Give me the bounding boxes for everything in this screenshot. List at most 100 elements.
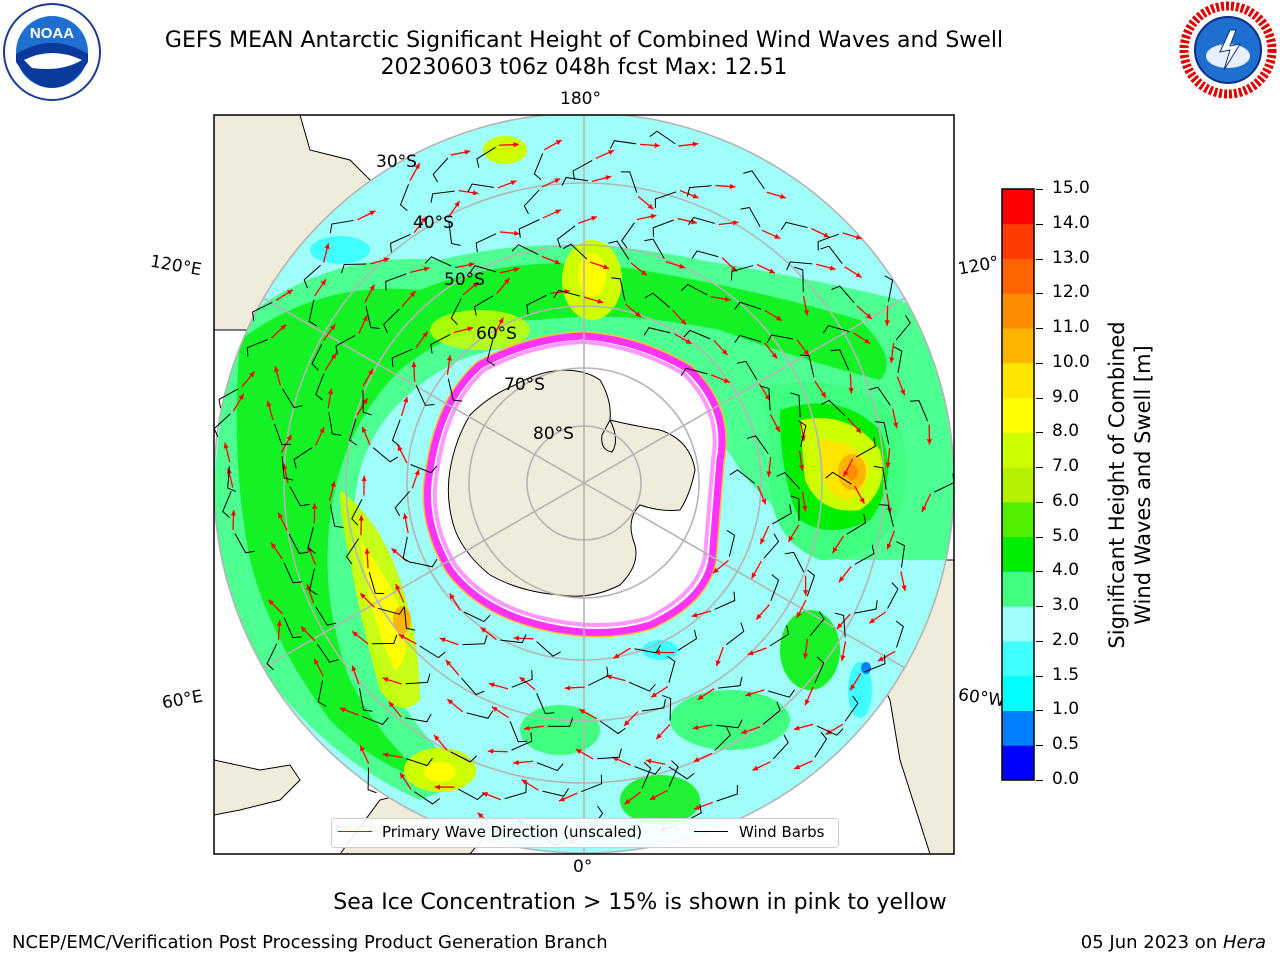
colorbar-tick-mark bbox=[1036, 640, 1043, 642]
wave-arrow-head bbox=[280, 324, 287, 331]
wind-barb bbox=[799, 354, 815, 378]
colorbar-tick-mark bbox=[1036, 571, 1043, 573]
wave-arrow-head bbox=[603, 264, 609, 270]
wave-arrow-head bbox=[900, 389, 906, 396]
lon-label-120w: 120° bbox=[956, 252, 1001, 280]
wave-arrow-head bbox=[712, 567, 719, 574]
wind-barb bbox=[359, 688, 373, 712]
wind-barb bbox=[814, 656, 825, 684]
wave-arrow-head bbox=[230, 510, 237, 516]
wind-barb bbox=[561, 176, 588, 186]
wave-arrow-head bbox=[848, 387, 854, 394]
wave-arrow-head bbox=[454, 201, 460, 208]
noaa-logo: NOAA bbox=[3, 3, 101, 101]
wave-arrow-head bbox=[523, 725, 530, 731]
wave-arrow-head bbox=[850, 684, 856, 691]
wind-barb bbox=[680, 367, 708, 377]
wind-barb bbox=[467, 183, 494, 193]
wave-arrow-head bbox=[724, 296, 731, 302]
colorbar-tick-label: 14.0 bbox=[1052, 212, 1090, 233]
wind-barb bbox=[769, 625, 790, 647]
lat-label-80s: 80°S bbox=[533, 424, 574, 444]
wave-arrow-head bbox=[391, 548, 398, 554]
wave-arrow-head bbox=[399, 772, 406, 779]
colorbar-tick-mark bbox=[1036, 328, 1043, 330]
colorbar-label-line2: Wind Waves and Swell [m] bbox=[1131, 345, 1155, 625]
wind-barb bbox=[533, 153, 544, 181]
wave-arrow-head bbox=[266, 400, 272, 407]
wave-arrow-head bbox=[498, 317, 504, 324]
wind-barb bbox=[389, 233, 411, 253]
wave-arrow-head bbox=[836, 623, 843, 629]
wind-barb bbox=[654, 191, 677, 208]
map-legend: Primary Wave Direction (unscaled) Wind B… bbox=[331, 818, 839, 848]
lat-label-40s: 40°S bbox=[413, 213, 454, 233]
colorbar-tick-mark bbox=[1036, 397, 1043, 399]
wave-arrow-head bbox=[877, 656, 884, 662]
wind-barb bbox=[329, 504, 344, 528]
wave-arrow-head bbox=[855, 272, 862, 278]
wave-arrow-head bbox=[467, 326, 474, 332]
wind-barb bbox=[281, 456, 294, 481]
wind-barb bbox=[893, 346, 903, 373]
wind-barb bbox=[542, 788, 569, 797]
wave-arrow-head bbox=[654, 142, 661, 148]
wind-barb bbox=[691, 250, 719, 259]
wind-barb bbox=[831, 285, 855, 304]
wind-barb bbox=[315, 606, 337, 626]
wind-barb bbox=[743, 170, 765, 190]
colorbar-tick-label: 11.0 bbox=[1052, 317, 1090, 338]
wave-arrow-head bbox=[901, 585, 907, 592]
wind-barb bbox=[466, 710, 494, 719]
colorbar-swatch bbox=[1002, 675, 1034, 711]
wave-arrow-head bbox=[855, 234, 862, 240]
wave-arrow-head bbox=[351, 665, 357, 672]
wave-arrow-head bbox=[395, 584, 401, 591]
wind-barb bbox=[772, 734, 789, 760]
wave-arrow-head bbox=[286, 289, 293, 295]
wind-barb bbox=[448, 221, 461, 246]
wave-arrow-head bbox=[513, 635, 520, 641]
wind-barb bbox=[768, 689, 795, 698]
wind-barb bbox=[884, 275, 894, 302]
wind-barb bbox=[405, 673, 431, 685]
wind-barb bbox=[335, 335, 356, 355]
wave-arrow-head bbox=[679, 263, 686, 269]
colorbar-tick-label: 1.5 bbox=[1052, 664, 1080, 685]
wave-arrow-head bbox=[314, 658, 320, 665]
colorbar-swatch bbox=[1002, 501, 1034, 538]
wave-arrow-head bbox=[491, 706, 498, 712]
wave-arrow-head bbox=[414, 469, 420, 476]
wind-barb bbox=[382, 308, 400, 333]
wind-barb bbox=[402, 536, 412, 564]
wave-arrow-head bbox=[855, 427, 862, 434]
colorbar-swatch bbox=[1002, 432, 1034, 468]
wind-barb bbox=[473, 295, 494, 316]
wave-arrow-head bbox=[398, 634, 405, 640]
noaa-logo-text: NOAA bbox=[30, 25, 74, 42]
wind-barb bbox=[806, 569, 816, 597]
wave-arrow-head bbox=[829, 265, 836, 271]
wind-barb bbox=[643, 327, 671, 336]
wave-arrow-head bbox=[723, 378, 730, 383]
wind-barb bbox=[786, 261, 813, 271]
wind-barb bbox=[662, 694, 672, 721]
wave-arrow-head bbox=[362, 398, 368, 405]
colorbar-tick-mark bbox=[1036, 606, 1043, 608]
colorbar-tick-mark bbox=[1036, 432, 1043, 434]
wind-barb bbox=[450, 298, 462, 325]
wind-barb bbox=[816, 725, 844, 736]
wave-arrow-head bbox=[889, 357, 895, 363]
wind-barb bbox=[526, 294, 547, 315]
wave-arrow-head bbox=[692, 141, 699, 147]
wind-barb bbox=[875, 421, 890, 445]
wind-barb bbox=[309, 568, 318, 596]
wave-arrow-head bbox=[464, 149, 471, 155]
wave-arrow-head bbox=[477, 812, 484, 819]
colorbar-tick-mark bbox=[1036, 467, 1043, 469]
wave-arrow-head bbox=[820, 391, 826, 398]
wind-barb bbox=[668, 760, 679, 787]
wave-arrow-head bbox=[640, 270, 647, 276]
wave-arrow-head bbox=[715, 660, 721, 666]
colorbar-tick-label: 13.0 bbox=[1052, 247, 1090, 268]
